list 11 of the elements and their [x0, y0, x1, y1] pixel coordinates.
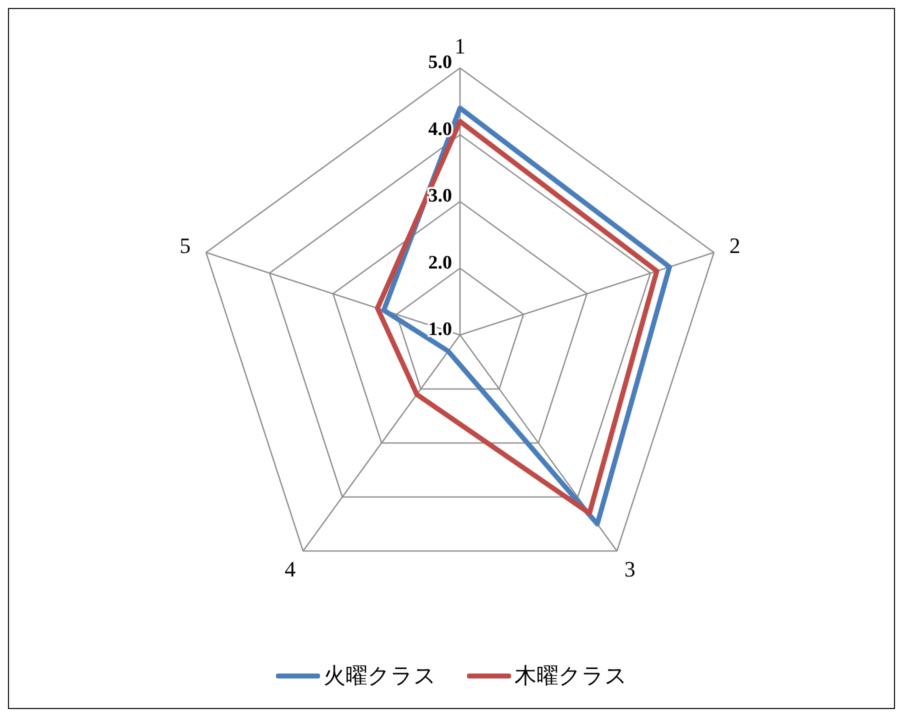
spoke-label: 2 [729, 233, 740, 258]
spoke-label: 5 [180, 233, 191, 258]
legend-label: 火曜クラス [324, 663, 436, 691]
y-tick-label: 1.0 [428, 319, 452, 340]
spoke-label: 4 [284, 556, 296, 582]
spoke-label: 1 [454, 34, 466, 58]
y-tick-label: 2.0 [428, 252, 452, 274]
y-tick-label: 5.0 [428, 52, 452, 73]
spoke-label: 3 [624, 556, 636, 582]
legend-label: 木曜クラス [514, 663, 628, 691]
y-tick-label: 3.0 [428, 186, 452, 206]
